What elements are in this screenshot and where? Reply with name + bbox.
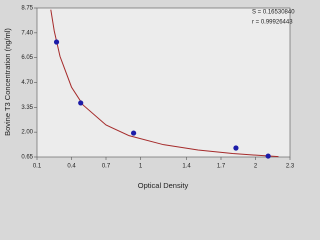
x-tick-label: 0.7 xyxy=(102,164,111,170)
data-point xyxy=(53,39,60,45)
y-tick-label: 0.65 xyxy=(21,155,33,161)
y-axis-title: Bovine T3 Concentration (ng/ml) xyxy=(3,28,12,136)
y-tick-label: 2.00 xyxy=(21,130,33,136)
data-point xyxy=(233,145,239,151)
x-tick-label: 1 xyxy=(139,164,143,170)
x-tick-label: 2.3 xyxy=(286,164,295,170)
data-point xyxy=(78,100,84,106)
annotation: S = 0.16530840 xyxy=(252,10,295,16)
chart: Optical Density Bovine T3 Concentration … xyxy=(2,5,296,190)
y-tick-label: 6.05 xyxy=(21,55,33,61)
fit-curve xyxy=(50,9,279,158)
page: {"chart_data": {"type": "scatter", "x_la… xyxy=(2,5,296,190)
x-tick-label: 2 xyxy=(254,164,258,170)
y-tick-label: 3.35 xyxy=(21,105,33,111)
x-tick-label: 1.7 xyxy=(217,164,226,170)
y-tick-label: 8.75 xyxy=(21,6,33,12)
annotation: r = 0.99926443 xyxy=(252,20,293,26)
x-tick-label: 0.1 xyxy=(33,164,42,170)
plot-area xyxy=(36,7,291,158)
y-tick-label: 4.70 xyxy=(21,80,33,86)
data-point xyxy=(131,130,137,136)
x-axis-title: Optical Density xyxy=(138,181,189,190)
data-point xyxy=(265,153,271,159)
x-tick-label: 1.4 xyxy=(182,164,191,170)
y-tick-label: 7.40 xyxy=(21,30,33,36)
x-tick-label: 0.4 xyxy=(67,164,76,170)
